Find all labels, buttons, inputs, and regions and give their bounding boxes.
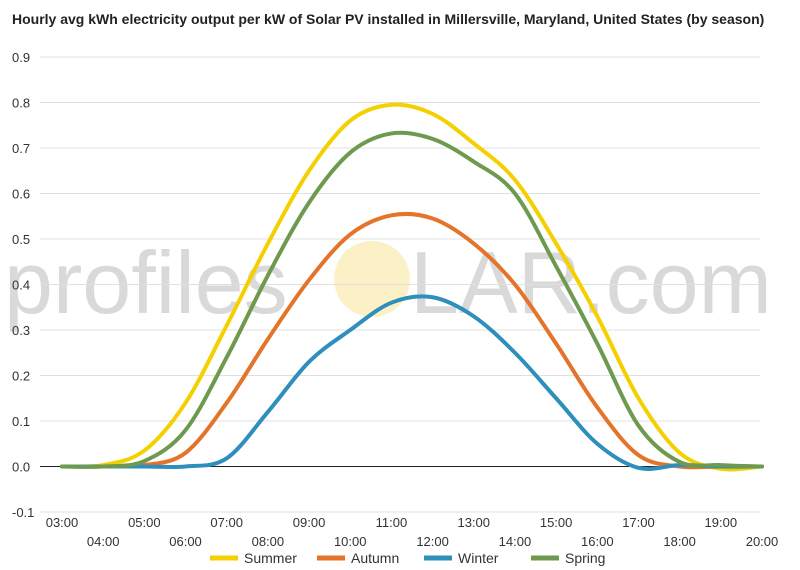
x-axis: 03:00 04:00 05:00 06:00 07:00 08:00 09:00 10:00…: [46, 515, 779, 549]
plot-lines: [60, 102, 764, 472]
x-tick-label: 06:00: [169, 534, 202, 549]
y-tick-label: 0.2: [12, 369, 30, 384]
x-tick-label: 18:00: [663, 534, 696, 549]
x-tick-label: 17:00: [622, 515, 655, 530]
x-tick-label: 03:00: [46, 515, 79, 530]
x-tick-label: 08:00: [252, 534, 285, 549]
x-tick-label: 15:00: [540, 515, 573, 530]
x-tick-label: 07:00: [210, 515, 243, 530]
chart-title: Hourly avg kWh electricity output per kW…: [12, 11, 765, 27]
y-tick-label: 0.9: [12, 50, 30, 65]
watermark-text-left: profiles: [4, 233, 288, 332]
x-tick-label: 09:00: [293, 515, 326, 530]
watermark: profiles LAR.com: [4, 233, 772, 332]
legend-label-spring: Spring: [565, 550, 605, 566]
legend-label-winter: Winter: [458, 550, 499, 566]
series-line-winter: [60, 294, 764, 471]
y-tick-label: 0.5: [12, 232, 30, 247]
y-tick-label: 0.4: [12, 278, 30, 293]
y-axis: 0.9 0.8 0.7 0.6 0.5 0.4 0.3 0.2 0.1 0.0 -0.1: [12, 50, 34, 520]
x-tick-label: 04:00: [87, 534, 120, 549]
y-tick-label: 0.8: [12, 96, 30, 111]
watermark-text-right: LAR.com: [410, 233, 772, 332]
series-line-autumn: [60, 211, 764, 470]
x-tick-label: 13:00: [457, 515, 490, 530]
x-tick-label: 14:00: [499, 534, 532, 549]
x-tick-label: 11:00: [376, 515, 408, 530]
legend: Summer Autumn Winter Spring: [210, 550, 605, 566]
x-tick-label: 20:00: [746, 534, 779, 549]
x-tick-label: 12:00: [416, 534, 449, 549]
y-tick-label: 0.6: [12, 187, 30, 202]
series-line-spring: [60, 130, 764, 469]
y-tick-label: 0.1: [12, 414, 30, 429]
y-tick-label: 0.7: [12, 141, 30, 156]
y-tick-label: -0.1: [12, 505, 34, 520]
x-tick-label: 05:00: [128, 515, 161, 530]
y-tick-label: 0.0: [12, 460, 30, 475]
series-line-summer: [60, 102, 764, 472]
watermark-sun-icon: [334, 241, 410, 317]
x-tick-label: 19:00: [705, 515, 738, 530]
y-tick-label: 0.3: [12, 323, 30, 338]
x-tick-label: 16:00: [581, 534, 614, 549]
legend-label-autumn: Autumn: [351, 550, 399, 566]
legend-label-summer: Summer: [244, 550, 297, 566]
x-tick-label: 10:00: [334, 534, 367, 549]
